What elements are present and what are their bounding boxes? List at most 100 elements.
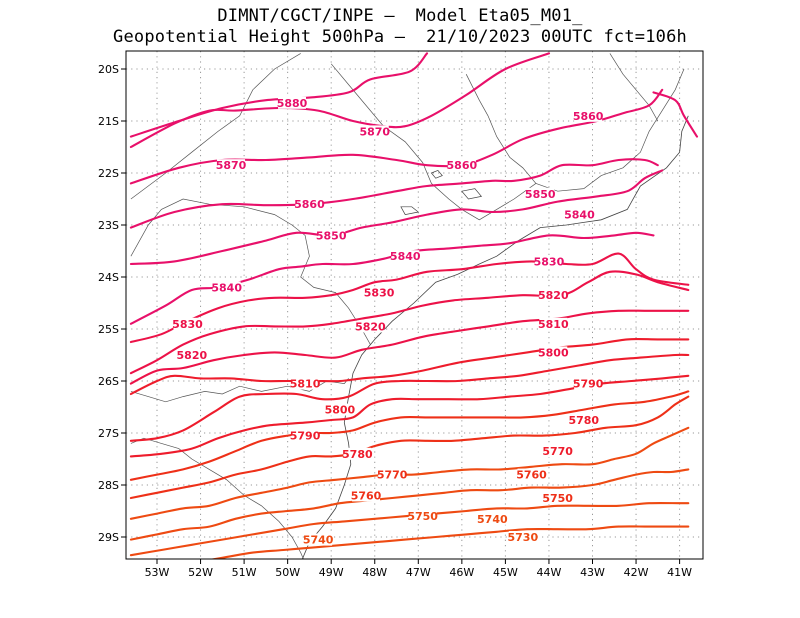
contour-label-bg: [565, 208, 594, 221]
contour-label-bg: [526, 187, 555, 200]
contour-label-bg: [343, 447, 372, 460]
contour-label: 5860: [447, 159, 478, 172]
contour-line: [129, 468, 690, 541]
lon-tick-label: 41W: [667, 566, 692, 579]
contour-label: 5800: [325, 404, 356, 417]
contour-line: [129, 390, 690, 481]
contour-label: 5880: [277, 97, 308, 110]
height-contours: [129, 52, 699, 559]
lon-tick-label: 43W: [580, 566, 605, 579]
contour-label: 5780: [342, 448, 373, 461]
contour-label-bg: [360, 125, 389, 138]
contour-label: 5770: [542, 445, 573, 458]
contour-label-bg: [517, 468, 546, 481]
contour-label-bg: [447, 159, 476, 172]
contour-label-bg: [291, 377, 320, 390]
contour-label: 5820: [355, 320, 386, 333]
title-line-2: Geopotential Height 500hPa – 21/10/2023 …: [113, 27, 687, 47]
lon-tick-label: 45W: [493, 566, 518, 579]
lat-tick-label: 29S: [98, 531, 119, 544]
contour-label-bg: [356, 320, 385, 333]
contour-label-bg: [177, 349, 206, 361]
water-body: [400, 206, 420, 215]
contour-label-bg: [291, 429, 320, 442]
contour-label: 5800: [538, 346, 569, 359]
state-boundary: [130, 53, 301, 200]
contour-line: [129, 353, 690, 442]
contour-label-bg: [278, 96, 307, 109]
contour-line: [129, 270, 690, 375]
contour-label: 5830: [172, 318, 203, 331]
water-body: [430, 169, 443, 179]
contour-label-bg: [391, 250, 420, 263]
contour-label: 5870: [216, 159, 247, 172]
lon-tick-label: 46W: [449, 566, 474, 579]
contour-labels: 5880 5870 5860 5870 5860 5850 5860 5840 5850 5840…: [172, 96, 604, 547]
title-line-1: DIMNT/CGCT/INPE – Model Eta05_M01_: [217, 6, 583, 26]
contour-label: 5780: [568, 414, 599, 427]
contour-label-bg: [378, 468, 407, 481]
contour-label-bg: [543, 492, 572, 504]
contour-label-bg: [365, 286, 394, 299]
contour-line: [129, 337, 690, 396]
contour-label-bg: [569, 414, 598, 426]
lat-tick-label: 27S: [98, 427, 119, 440]
lat-tick-label: 28S: [98, 479, 119, 492]
lon-tick-label: 42W: [624, 566, 649, 579]
contour-line: [129, 231, 655, 325]
contour-label-bg: [217, 159, 246, 172]
contour-label: 5840: [211, 281, 242, 294]
lat-tick-label: 20S: [98, 63, 119, 76]
contour-label-bg: [212, 281, 241, 294]
axis-ticks: 53W 52W 51W 50W 49W 48W 47W 46W 45W 44W 43W 42W 41W 2…: [98, 63, 692, 579]
lon-tick-label: 53W: [145, 566, 170, 579]
graticule: [126, 51, 703, 559]
contour-label: 5760: [516, 469, 547, 482]
contour-label: 5790: [290, 430, 321, 443]
contour-label: 5810: [290, 378, 321, 391]
lon-tick-label: 48W: [362, 566, 387, 579]
contour-label-bg: [173, 317, 202, 330]
contour-label-bg: [539, 289, 568, 302]
contour-label: 5820: [538, 289, 569, 302]
state-boundary: [609, 53, 659, 122]
contour-line: [129, 426, 690, 520]
contour-label: 5840: [390, 250, 421, 263]
lon-tick-label: 49W: [319, 566, 344, 579]
contour-label-bg: [478, 512, 507, 525]
state-boundary: [130, 437, 304, 559]
contour-label: 5760: [351, 489, 382, 502]
lat-tick-label: 23S: [98, 219, 119, 232]
contour-label: 5750: [407, 510, 438, 523]
contour-line: [209, 525, 690, 559]
contour-line: [129, 309, 690, 385]
lon-tick-label: 47W: [406, 566, 431, 579]
state-boundary: [330, 63, 537, 221]
contour-label: 5850: [316, 229, 347, 242]
lon-tick-label: 52W: [188, 566, 213, 579]
contour-line: [652, 91, 699, 138]
contour-label: 5870: [359, 125, 390, 138]
contour-label-bg: [408, 510, 437, 523]
contour-line: [129, 158, 659, 229]
plot-frame: [125, 50, 704, 560]
contour-line: [129, 52, 551, 149]
contour-label-bg: [325, 403, 354, 416]
contour-label-bg: [352, 489, 381, 502]
contour-label: 5790: [573, 378, 604, 391]
water-body: [461, 188, 483, 200]
contour-label-bg: [543, 445, 572, 458]
contour-label: 5740: [303, 534, 334, 547]
contour-label: 5820: [177, 349, 208, 362]
contour-label-bg: [574, 109, 603, 122]
lat-tick-label: 22S: [98, 167, 119, 180]
contour-label-bg: [539, 317, 568, 330]
contour-label: 5850: [525, 188, 556, 201]
lat-tick-label: 26S: [98, 375, 119, 388]
lat-tick-label: 25S: [98, 323, 119, 336]
contour-label-bg: [508, 531, 537, 543]
contour-label: 5770: [377, 469, 408, 482]
lat-tick-label: 24S: [98, 271, 119, 284]
contour-label-bg: [534, 255, 563, 268]
